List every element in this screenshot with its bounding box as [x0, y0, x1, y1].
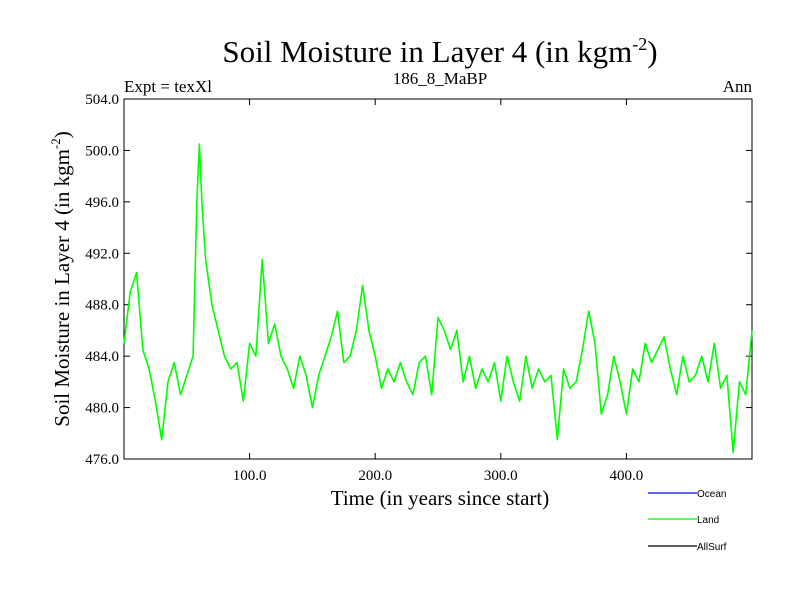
- y-tick-label: 500.0: [85, 143, 119, 159]
- subtitle-season: Ann: [723, 77, 753, 96]
- y-axis-label: Soil Moisture in Layer 4 (in kgm-2): [48, 131, 74, 426]
- series-layer: [123, 143, 753, 454]
- x-axis-ticks: 100.0 200.0 300.0 400.0: [233, 99, 644, 484]
- y-tick-label: 476.0: [85, 452, 119, 468]
- x-tick-label: 400.0: [610, 468, 644, 484]
- series-line-land: [123, 143, 753, 454]
- y-tick-label: 480.0: [85, 401, 119, 417]
- x-tick-label: 100.0: [233, 468, 267, 484]
- x-tick-label: 200.0: [358, 468, 392, 484]
- y-axis-label-main: Soil Moisture in Layer 4 (in kgm: [50, 149, 74, 427]
- legend-label-allsurf: AllSurf: [697, 542, 727, 553]
- chart-title-suffix: ): [647, 34, 657, 69]
- subtitle-experiment: Expt = texXl: [124, 77, 212, 96]
- y-tick-label: 484.0: [85, 349, 119, 365]
- y-axis-ticks: 476.0 480.0 484.0 488.0 492.0 496.0 500.0 504.0: [85, 92, 752, 468]
- chart-title-main: Soil Moisture in Layer 4 (in kgm: [222, 34, 632, 69]
- legend-label-ocean: Ocean: [697, 489, 726, 500]
- y-axis-label-superscript: -2: [48, 138, 63, 149]
- legend: Ocean Land AllSurf: [648, 489, 727, 553]
- y-tick-label: 492.0: [85, 246, 119, 262]
- y-tick-label: 488.0: [85, 298, 119, 314]
- x-tick-label: 300.0: [484, 468, 518, 484]
- chart-title-superscript: -2: [632, 34, 647, 54]
- chart-title: Soil Moisture in Layer 4 (in kgm-2): [222, 34, 657, 69]
- y-tick-label: 504.0: [85, 92, 119, 108]
- plot-area-frame: [123, 98, 753, 460]
- y-tick-label: 496.0: [85, 195, 119, 211]
- x-axis-label: Time (in years since start): [331, 486, 550, 510]
- y-axis-label-suffix: ): [50, 131, 74, 138]
- legend-label-land: Land: [697, 515, 719, 526]
- subtitle-period: 186_8_MaBP: [393, 69, 487, 88]
